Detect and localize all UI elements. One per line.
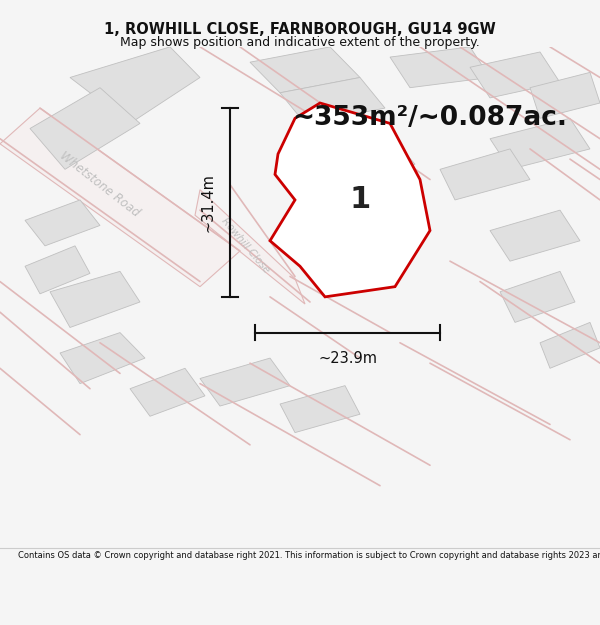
Polygon shape xyxy=(25,246,90,294)
Text: 1: 1 xyxy=(349,186,371,214)
Text: ~23.9m: ~23.9m xyxy=(318,351,377,366)
Polygon shape xyxy=(50,271,140,328)
Polygon shape xyxy=(500,271,575,322)
Text: Map shows position and indicative extent of the property.: Map shows position and indicative extent… xyxy=(120,36,480,49)
Polygon shape xyxy=(130,368,205,416)
Text: Rowhill Close: Rowhill Close xyxy=(219,216,271,276)
Polygon shape xyxy=(200,358,290,406)
Polygon shape xyxy=(530,72,600,118)
Text: Whetstone Road: Whetstone Road xyxy=(58,149,142,220)
Polygon shape xyxy=(490,118,590,169)
Polygon shape xyxy=(30,88,140,169)
Polygon shape xyxy=(440,149,530,200)
Polygon shape xyxy=(280,386,360,432)
Text: ~31.4m: ~31.4m xyxy=(201,173,216,232)
Polygon shape xyxy=(270,103,430,297)
Polygon shape xyxy=(470,52,560,98)
Polygon shape xyxy=(0,108,240,287)
Polygon shape xyxy=(25,200,100,246)
Polygon shape xyxy=(70,47,200,123)
Polygon shape xyxy=(280,78,385,123)
Text: ~353m²/~0.087ac.: ~353m²/~0.087ac. xyxy=(293,105,568,131)
Polygon shape xyxy=(490,210,580,261)
Polygon shape xyxy=(390,47,490,88)
Text: 1, ROWHILL CLOSE, FARNBOROUGH, GU14 9GW: 1, ROWHILL CLOSE, FARNBOROUGH, GU14 9GW xyxy=(104,22,496,37)
Polygon shape xyxy=(195,190,305,304)
Polygon shape xyxy=(250,47,360,92)
Polygon shape xyxy=(60,332,145,384)
Text: Contains OS data © Crown copyright and database right 2021. This information is : Contains OS data © Crown copyright and d… xyxy=(18,551,600,560)
Polygon shape xyxy=(295,123,415,195)
Polygon shape xyxy=(540,322,600,368)
